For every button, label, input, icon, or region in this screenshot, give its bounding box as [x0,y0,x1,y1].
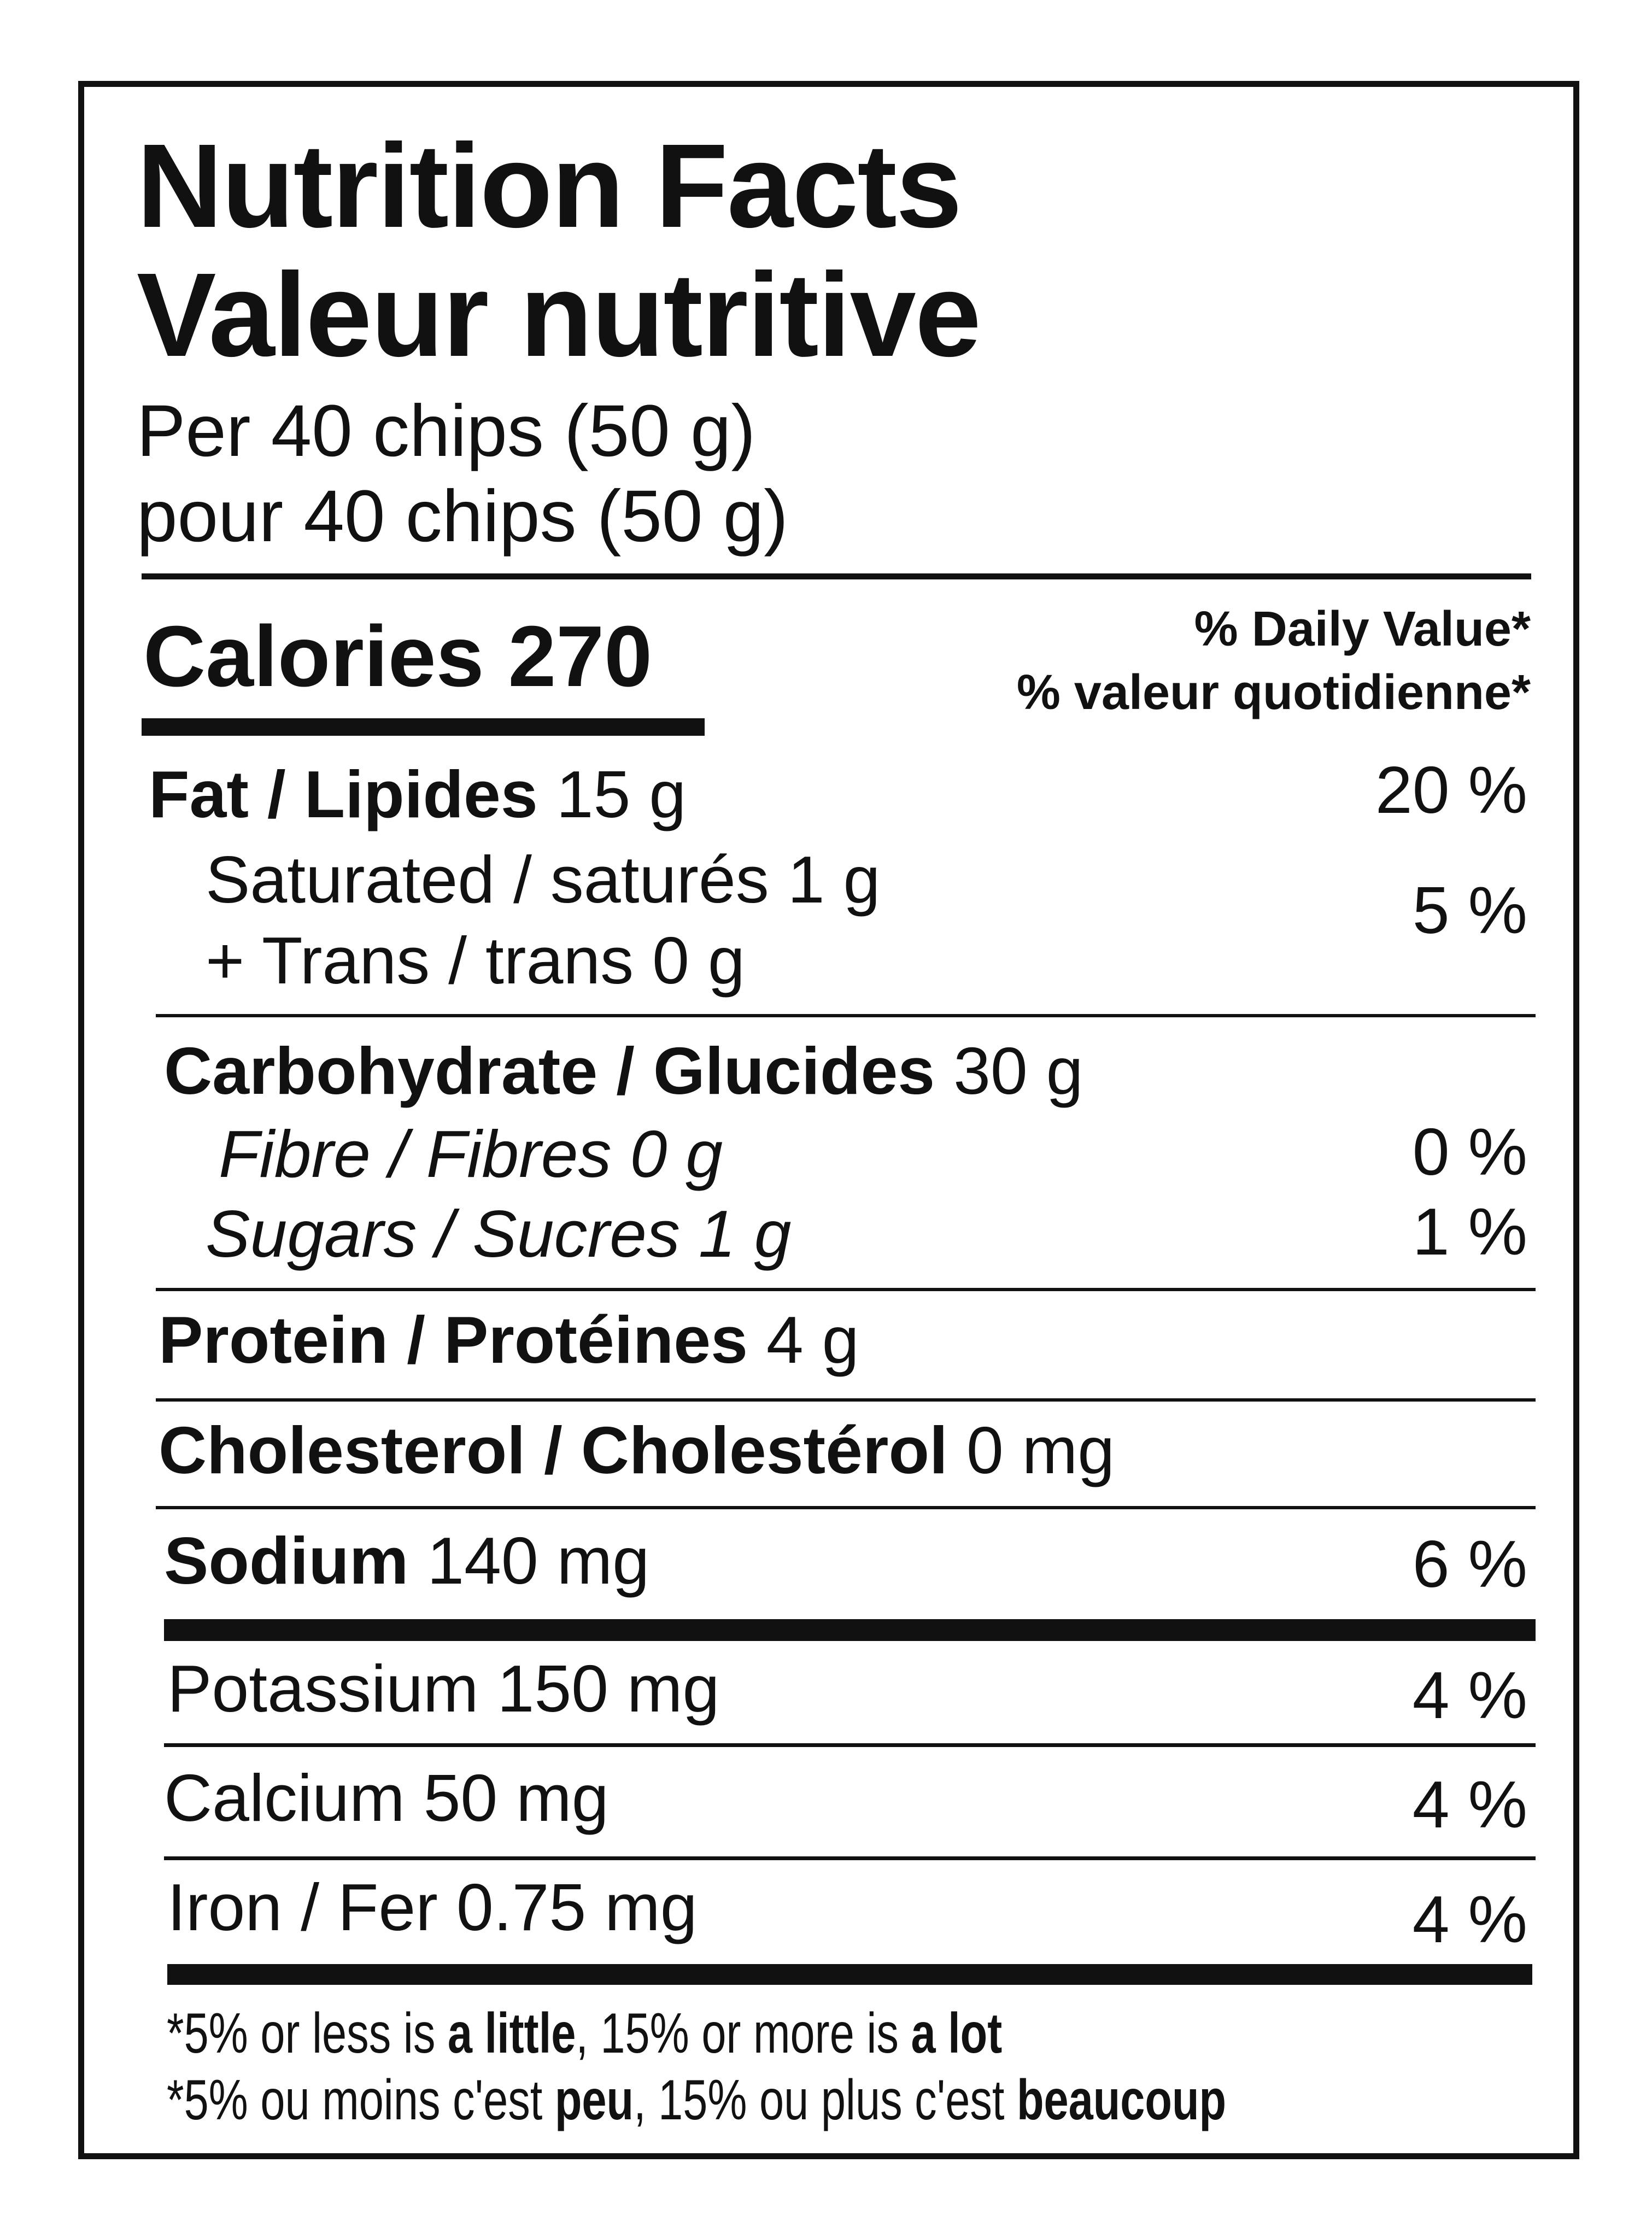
footnote-en: *5% or less is a little, 15% or more is … [167,2002,1003,2065]
dv-sodium: 6 % [1412,1527,1527,1601]
dv-header-en: % Daily Value* [1194,602,1531,657]
title-en: Nutrition Facts [137,120,962,253]
nutrient-sodium: Sodium 140 mg [164,1523,650,1598]
label-border [78,81,1579,2159]
thick-divider [164,1619,1536,1641]
calories-label: Calories [143,608,484,705]
divider [142,573,1531,579]
divider [156,1288,1536,1291]
nutrient-potassium: Potassium 150 mg [167,1651,720,1726]
divider [164,1743,1536,1747]
thick-divider [167,1964,1532,1985]
divider [164,1856,1536,1860]
nutrient-trans: + Trans / trans 0 g [206,923,745,998]
calories-value: 270 [508,608,653,705]
nutrient-fibre: Fibre / Fibres 0 g [219,1117,723,1191]
dv-sugars: 1 % [1412,1194,1527,1269]
nutrient-protein: Protein / Protéines 4 g [159,1303,859,1377]
dv-fat: 20 % [1375,753,1527,827]
nutrient-carbohydrate: Carbohydrate / Glucides 30 g [164,1034,1083,1108]
footnote-fr: *5% ou moins c'est peu, 15% ou plus c'es… [167,2068,1227,2132]
nutrient-iron: Iron / Fer 0.75 mg [167,1870,698,1944]
nutrient-calcium: Calcium 50 mg [164,1761,609,1835]
dv-potassium: 4 % [1412,1658,1527,1732]
divider [156,1506,1536,1509]
dv-calcium: 4 % [1412,1767,1527,1842]
nutrient-sugars: Sugars / Sucres 1 g [206,1197,792,1271]
nutrient-fat: Fat / Lipides 15 g [149,757,687,831]
nutrient-cholesterol: Cholesterol / Cholestérol 0 mg [159,1413,1115,1487]
calories-bar [142,718,705,736]
divider [156,1398,1536,1402]
serving-size-fr: pour 40 chips (50 g) [137,476,788,557]
dv-saturated: 5 % [1412,873,1527,947]
serving-size-en: Per 40 chips (50 g) [137,390,756,472]
divider [156,1014,1536,1017]
dv-fibre: 0 % [1412,1115,1527,1189]
title-fr: Valeur nutritive [137,249,981,382]
calories: Calories 270 [143,613,652,700]
dv-header-fr: % valeur quotidienne* [1016,665,1531,720]
dv-iron: 4 % [1412,1882,1527,1956]
nutrient-saturated: Saturated / saturés 1 g [206,842,881,917]
